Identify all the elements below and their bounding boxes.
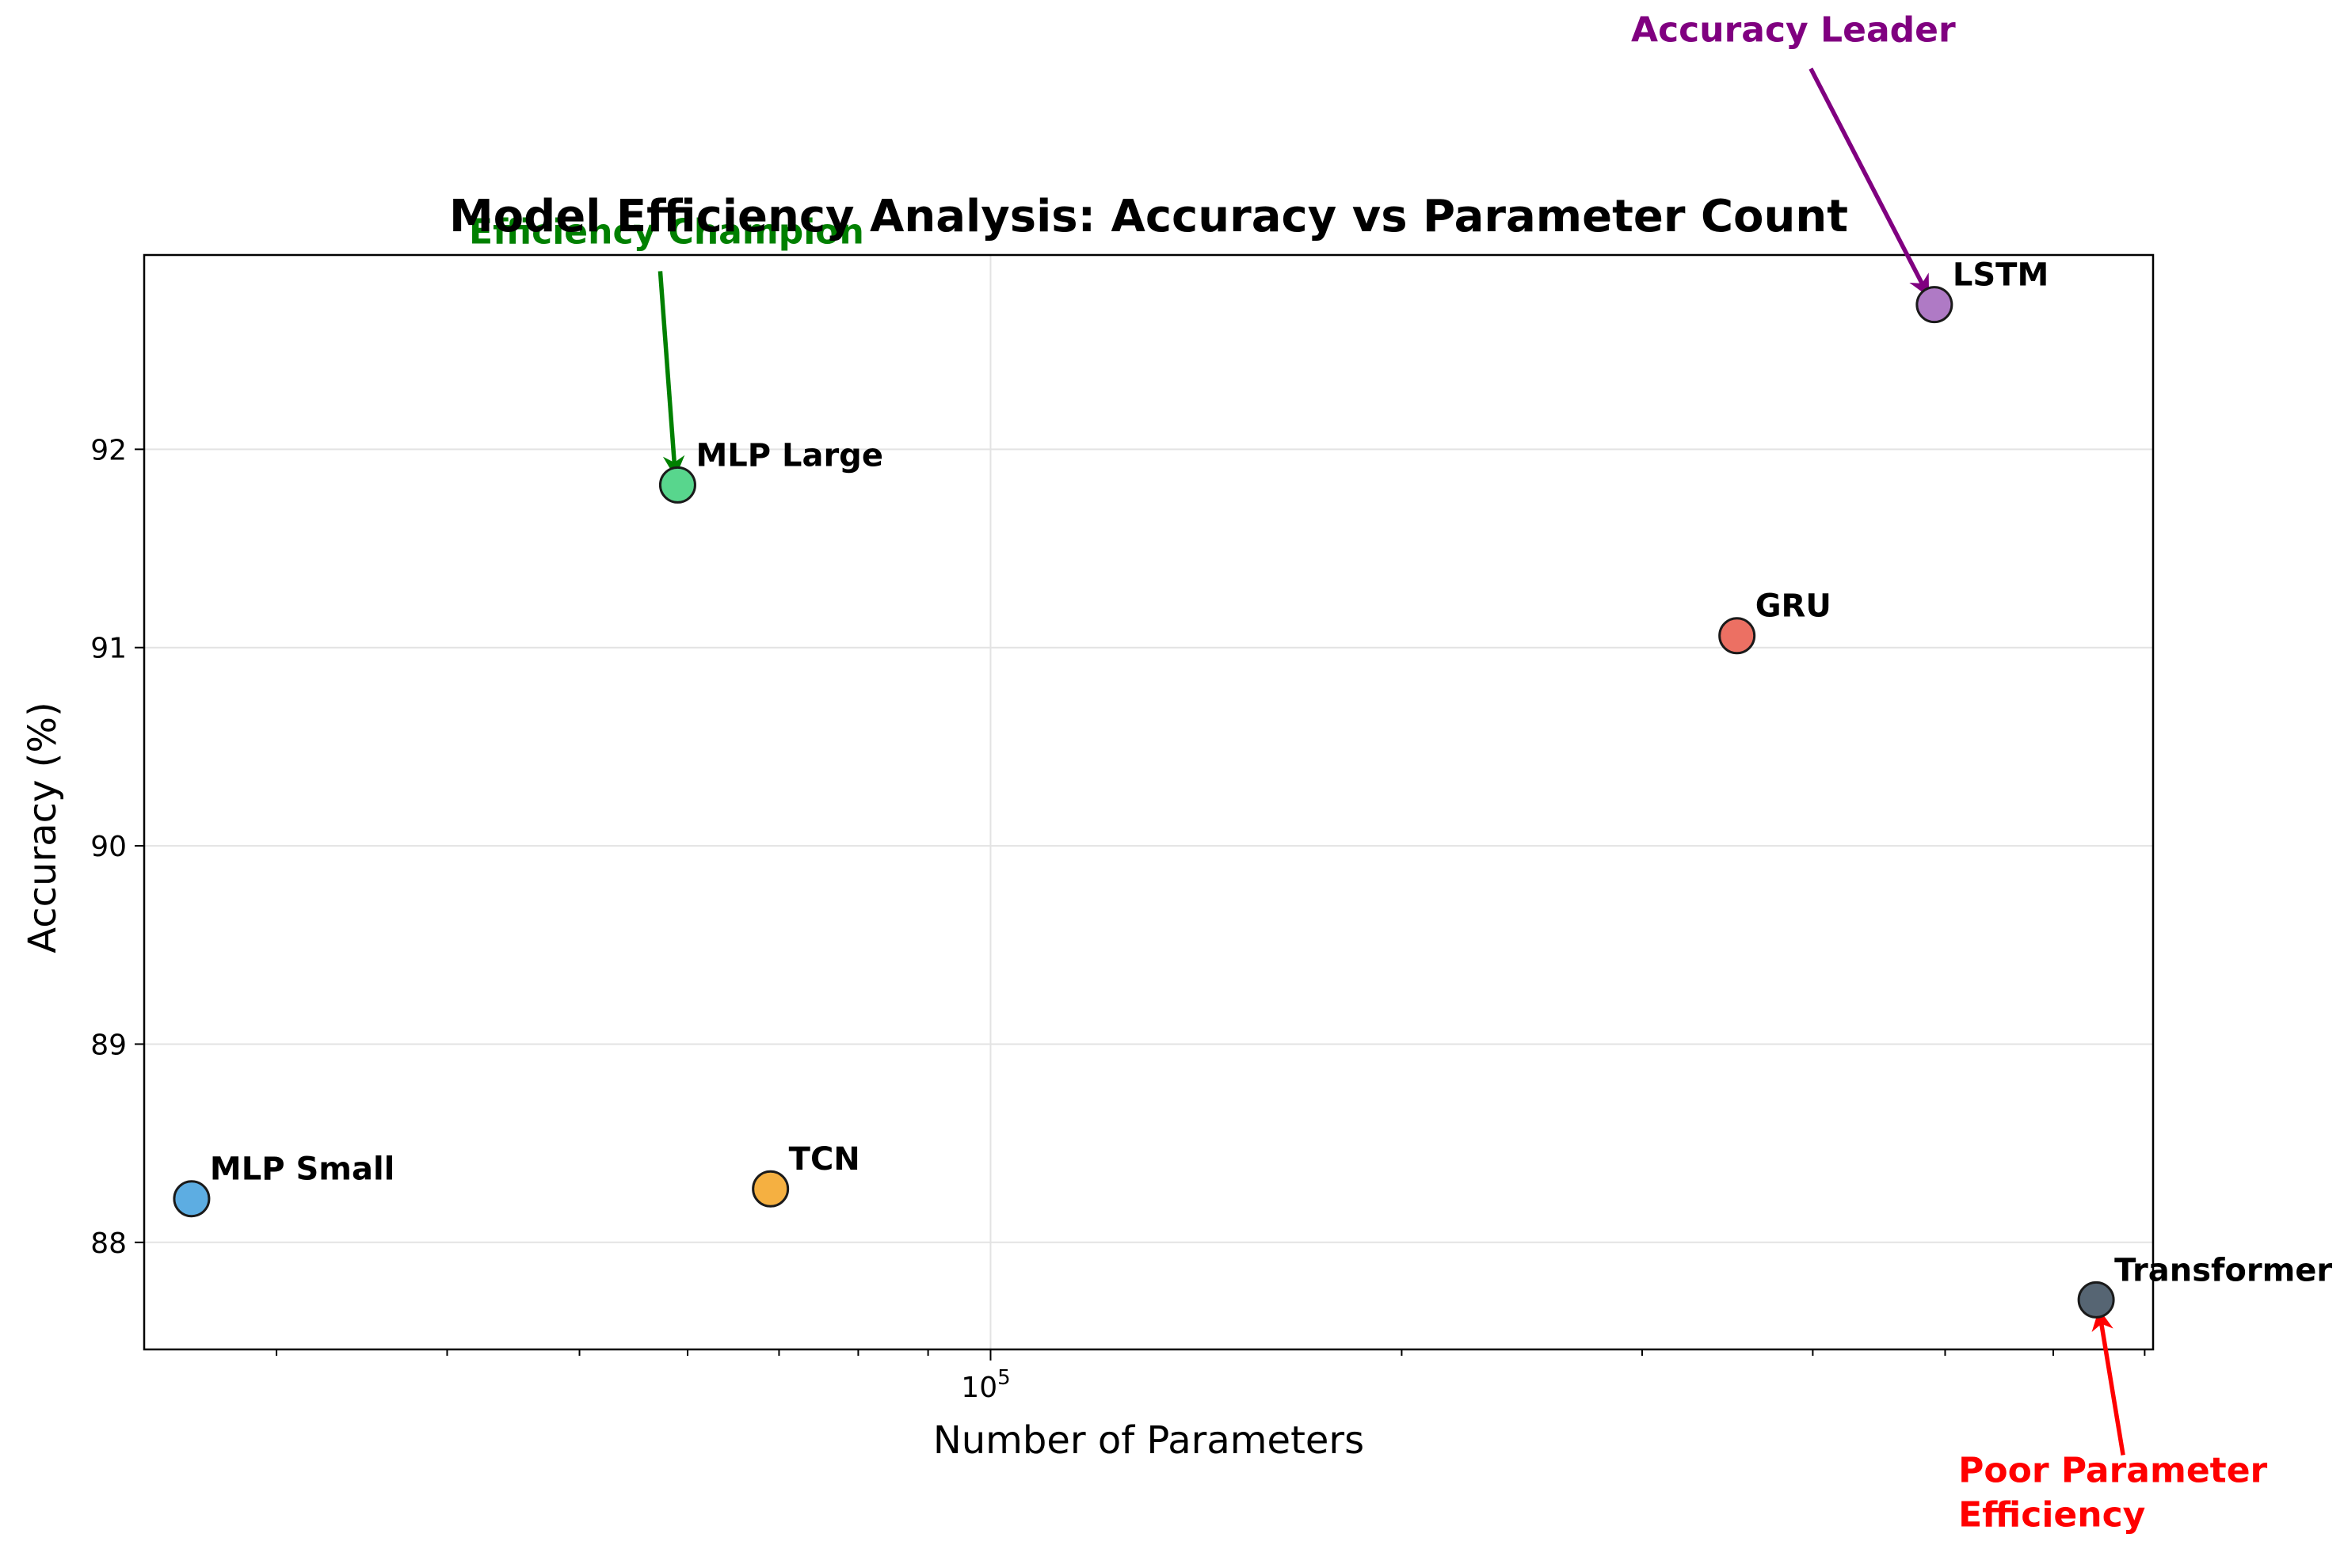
y-tick-label: 92	[90, 434, 127, 466]
point-tcn	[752, 1170, 790, 1208]
annotation-line: Poor Parameter	[1958, 1450, 2267, 1490]
label-mlp-small: MLP Small	[210, 1151, 394, 1188]
x-tick-label: 105	[961, 1366, 1010, 1404]
arrow-lstm	[1809, 67, 1930, 298]
label-tcn: TCN	[789, 1141, 860, 1178]
label-transformer: Transformer	[2114, 1252, 2332, 1288]
point-gru	[1718, 617, 1756, 655]
annotation-line: Accuracy Leader	[1631, 10, 1956, 51]
annotation-line: Efficiency Champion	[469, 211, 864, 252]
annotation-arrows	[657, 67, 2125, 1456]
arrow-mlp-large	[657, 271, 685, 478]
annotation-line: Efficiency	[1958, 1494, 2145, 1535]
annotation-transformer: Poor Parameter Efficiency	[1958, 1450, 2267, 1535]
plot-frame	[143, 253, 2155, 1351]
label-gru: GRU	[1755, 588, 1831, 625]
x-tick-exponent: 5	[997, 1366, 1011, 1390]
label-mlp-large: MLP Large	[696, 437, 883, 474]
y-tick-label: 90	[90, 831, 127, 863]
annotation-mlp-large: Efficiency Champion	[469, 211, 864, 252]
point-mlp-large	[658, 466, 696, 504]
chart-title: Model Efficiency Analysis: Accuracy vs P…	[449, 191, 1848, 242]
annotation-texts: Efficiency Champion Accuracy Leader Poor P…	[469, 10, 2268, 1536]
y-axis-label: Accuracy (%)	[21, 702, 65, 953]
y-tick-label: 91	[90, 633, 127, 665]
data-points	[173, 286, 2115, 1319]
annotation-lstm: Accuracy Leader	[1631, 10, 1956, 51]
point-mlp-small	[173, 1180, 211, 1218]
x-axis-label: Number of Parameters	[933, 1418, 1364, 1463]
y-tick-label: 88	[90, 1227, 127, 1260]
point-labels: MLP Small MLP Large TCN GRU LSTM Transformer	[210, 257, 2332, 1289]
label-lstm: LSTM	[1953, 257, 2049, 294]
arrow-transformer	[2091, 1308, 2125, 1456]
grid-layer	[144, 255, 2153, 1349]
tick-layer: 88 89 90 91 92 105	[90, 434, 2146, 1404]
y-tick-label: 89	[90, 1029, 127, 1061]
point-transformer	[2077, 1281, 2115, 1319]
point-lstm	[1915, 286, 1953, 324]
